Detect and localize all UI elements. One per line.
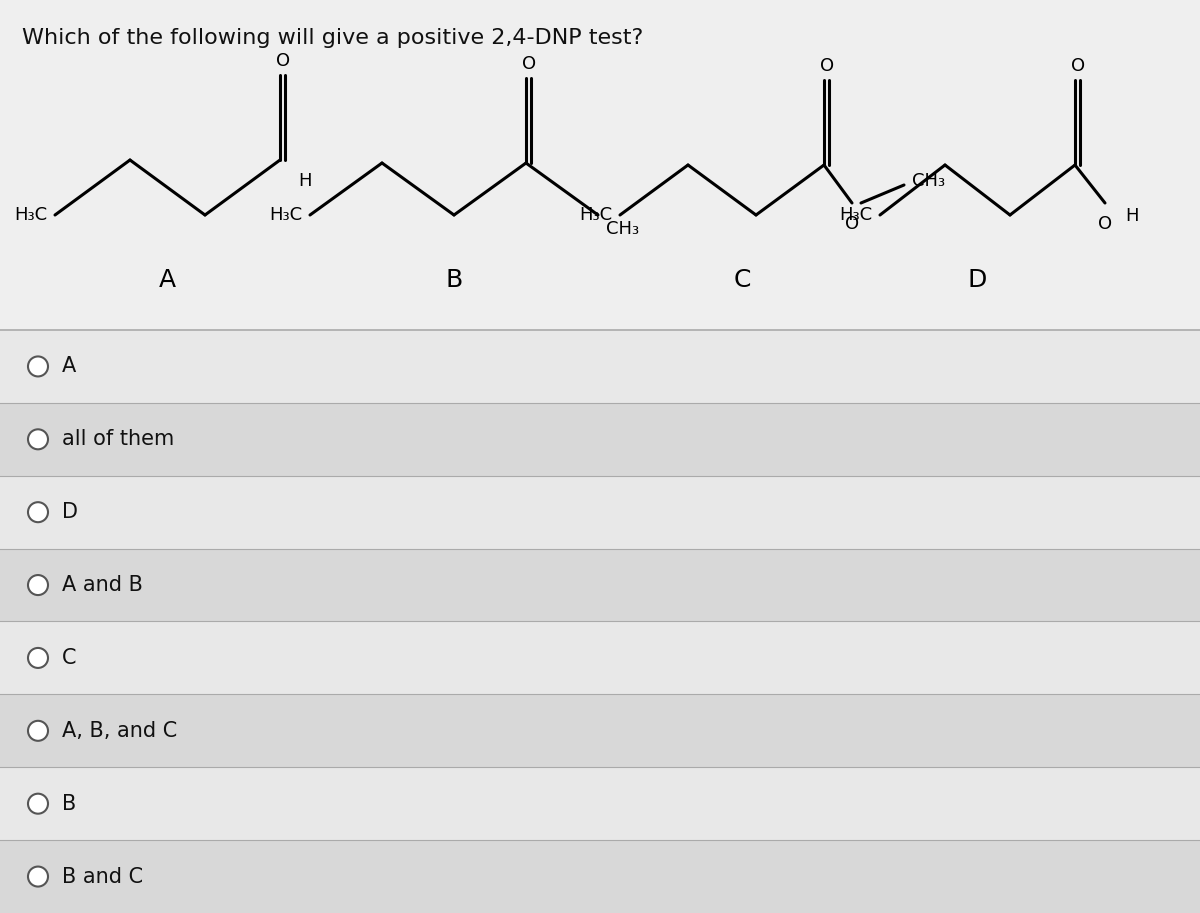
Text: CH₃: CH₃ <box>912 172 946 190</box>
Circle shape <box>28 720 48 740</box>
Text: H₃C: H₃C <box>578 206 612 224</box>
Bar <box>0 330 1200 403</box>
Text: C: C <box>733 268 751 292</box>
Text: H₃C: H₃C <box>269 206 302 224</box>
Text: B: B <box>62 793 77 813</box>
Circle shape <box>28 356 48 376</box>
Text: all of them: all of them <box>62 429 174 449</box>
Text: O: O <box>276 52 290 70</box>
Text: A: A <box>158 268 176 292</box>
Circle shape <box>28 502 48 522</box>
Text: H: H <box>1126 207 1139 225</box>
Text: H₃C: H₃C <box>839 206 872 224</box>
Bar <box>0 840 1200 913</box>
Text: D: D <box>968 268 988 292</box>
Bar <box>0 695 1200 767</box>
Text: C: C <box>62 648 77 668</box>
Bar <box>0 622 1200 695</box>
Text: Which of the following will give a positive 2,4-DNP test?: Which of the following will give a posit… <box>22 28 643 48</box>
Text: A: A <box>62 356 77 376</box>
Text: O: O <box>1070 57 1085 75</box>
Text: O: O <box>845 215 859 233</box>
Text: A, B, and C: A, B, and C <box>62 720 178 740</box>
Text: D: D <box>62 502 78 522</box>
Text: B and C: B and C <box>62 866 143 887</box>
Text: O: O <box>820 57 834 75</box>
Bar <box>0 0 1200 330</box>
Circle shape <box>28 575 48 595</box>
Text: H₃C: H₃C <box>14 206 47 224</box>
Text: O: O <box>1098 215 1112 233</box>
Text: H: H <box>298 172 312 190</box>
Text: A and B: A and B <box>62 575 143 595</box>
Bar <box>0 767 1200 840</box>
Bar <box>0 549 1200 622</box>
Text: O: O <box>522 55 536 73</box>
Bar <box>0 403 1200 476</box>
Text: CH₃: CH₃ <box>606 220 640 238</box>
Text: B: B <box>445 268 463 292</box>
Circle shape <box>28 429 48 449</box>
Circle shape <box>28 866 48 887</box>
Circle shape <box>28 648 48 668</box>
Bar <box>0 476 1200 549</box>
Circle shape <box>28 793 48 813</box>
